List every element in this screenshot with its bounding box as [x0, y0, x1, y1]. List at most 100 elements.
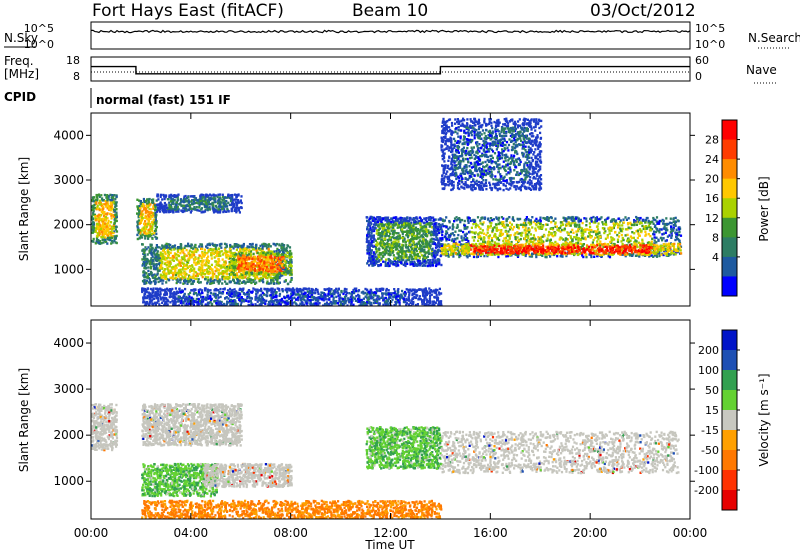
power-cell: [288, 246, 292, 249]
power-cell: [410, 262, 413, 265]
power-cell: [194, 244, 197, 247]
power-cell: [401, 259, 404, 262]
power-cell: [371, 235, 374, 238]
power-cell: [415, 242, 418, 245]
power-cell: [146, 274, 149, 277]
power-cell: [370, 249, 373, 252]
power-cell: [157, 254, 160, 257]
power-cell: [287, 270, 290, 273]
power-cell: [106, 234, 109, 237]
power-cell: [256, 270, 259, 273]
power-cell: [139, 230, 142, 234]
power-cell: [290, 276, 293, 280]
power-cell: [486, 225, 490, 228]
power-cell: [225, 245, 228, 248]
power-cell: [149, 203, 152, 206]
power-cell: [237, 267, 240, 270]
power-cell: [146, 262, 149, 265]
power-cell: [213, 278, 216, 282]
power-cell: [150, 274, 154, 277]
power-cell: [211, 248, 214, 251]
power-cell: [113, 230, 116, 233]
power-cell: [139, 200, 142, 203]
power-cell: [519, 237, 522, 241]
power-cell: [225, 250, 228, 253]
power-cell: [149, 225, 152, 228]
power-cell: [217, 205, 221, 208]
power-cell: [528, 240, 531, 243]
power-cell: [184, 206, 187, 209]
power-cell: [194, 248, 197, 251]
power-cell: [145, 222, 149, 226]
power-cell: [194, 197, 198, 200]
power-cell: [386, 226, 389, 229]
power-cell: [174, 273, 177, 277]
power-cell: [381, 234, 384, 238]
power-cell: [169, 210, 172, 213]
power-cell: [383, 216, 387, 220]
power-cell: [491, 230, 494, 233]
power-cell: [674, 221, 677, 225]
power-cell: [141, 264, 144, 267]
power-cell: [152, 214, 155, 217]
power-cell: [378, 225, 381, 228]
power-cell: [592, 215, 595, 219]
power-cell: [98, 203, 101, 206]
power-cell: [155, 277, 158, 281]
power-cell: [568, 224, 571, 227]
power-cell: [366, 232, 369, 236]
power-cell: [430, 222, 433, 225]
power-cell: [234, 273, 237, 276]
power-cell: [391, 244, 394, 248]
power-cell: [194, 257, 197, 261]
power-cell: [189, 195, 192, 198]
power-cell: [205, 259, 208, 262]
power-cell: [266, 268, 269, 272]
power-cell: [153, 266, 156, 270]
power-cell: [217, 247, 221, 250]
power-cell: [242, 262, 245, 266]
power-cell: [286, 268, 289, 271]
power-cell: [180, 204, 183, 208]
power-cell: [241, 248, 244, 251]
power-cell: [93, 196, 96, 199]
power-cell: [95, 199, 98, 202]
power-cell: [429, 239, 432, 242]
power-cell: [183, 268, 187, 271]
power-cell: [420, 244, 423, 248]
power-cell: [497, 216, 501, 220]
power-cell: [159, 201, 162, 204]
power-cell: [282, 266, 285, 269]
power-cell: [370, 240, 373, 244]
power-cell: [253, 255, 256, 258]
power-cell: [641, 240, 644, 243]
power-cell: [265, 269, 268, 272]
power-cell: [369, 224, 372, 228]
power-cell: [533, 247, 537, 250]
power-cell: [374, 255, 377, 258]
power-cell: [213, 244, 216, 247]
power-cell: [376, 257, 379, 261]
power-cell: [473, 236, 476, 239]
power-cell: [149, 208, 152, 211]
power-cell: [191, 264, 194, 267]
power-cell: [413, 228, 416, 231]
power-cell: [140, 236, 144, 239]
power-cell: [189, 211, 192, 214]
power-cell: [114, 228, 117, 231]
power-cell: [274, 260, 277, 263]
power-cell: [158, 277, 161, 280]
power-cell: [648, 241, 651, 244]
power-cell: [102, 225, 105, 228]
power-cell: [208, 206, 211, 209]
power-cell: [273, 243, 276, 246]
power-cell: [412, 241, 415, 244]
power-cell: [197, 256, 200, 260]
power-cell: [155, 237, 158, 240]
power-cell: [147, 214, 150, 217]
power-cell: [403, 226, 406, 229]
power-cell: [411, 229, 415, 232]
power-cell: [227, 250, 230, 253]
power-cell: [202, 210, 205, 214]
power-cell: [554, 225, 557, 228]
